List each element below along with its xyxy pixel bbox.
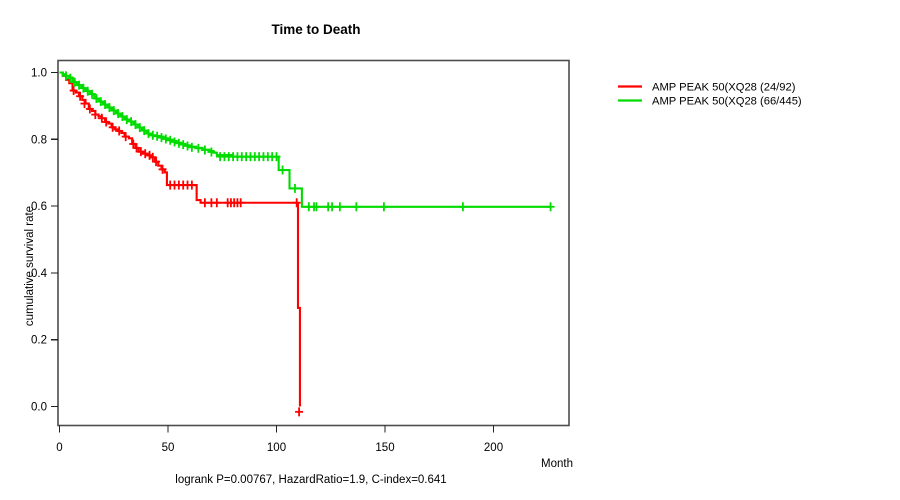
x-tick-label: 50 [162, 442, 175, 454]
x-tick-label: 200 [484, 442, 503, 454]
y-axis-title: cumulative survival rate [24, 206, 36, 326]
y-tick-label: 1.0 [31, 68, 47, 80]
legend-label-red: AMP PEAK 50(XQ28 (24/92) [652, 82, 796, 94]
y-axis: 1.0 0.8 0.6 0.4 0.2 0.0 [31, 68, 58, 414]
legend: AMP PEAK 50(XQ28 (24/92) AMP PEAK 50(XQ2… [618, 82, 802, 108]
legend-entry-red: AMP PEAK 50(XQ28 (24/92) [618, 82, 796, 94]
x-tick-label: 150 [375, 442, 394, 454]
plot-box-border [57, 59, 570, 427]
chart-title: Time to Death [271, 22, 360, 37]
y-tick-label: 0.8 [31, 134, 47, 146]
survival-curve-0 [59, 71, 301, 407]
y-tick-label: 0.4 [31, 268, 48, 280]
stats-annotation: logrank P=0.00767, HazardRatio=1.9, C-in… [175, 474, 446, 486]
x-tick-label: 100 [267, 442, 286, 454]
legend-label-green: AMP PEAK 50(XQ28 (66/445) [652, 96, 802, 108]
survival-curves [59, 71, 555, 417]
x-axis: 0 50 100 150 200 [56, 425, 503, 454]
y-tick-label: 0.0 [31, 402, 47, 414]
x-tick-label: 0 [56, 442, 62, 454]
y-tick-label: 0.2 [31, 335, 47, 347]
y-tick-label: 0.6 [31, 201, 47, 213]
legend-entry-green: AMP PEAK 50(XQ28 (66/445) [618, 96, 802, 108]
x-axis-title: Month [541, 458, 573, 470]
